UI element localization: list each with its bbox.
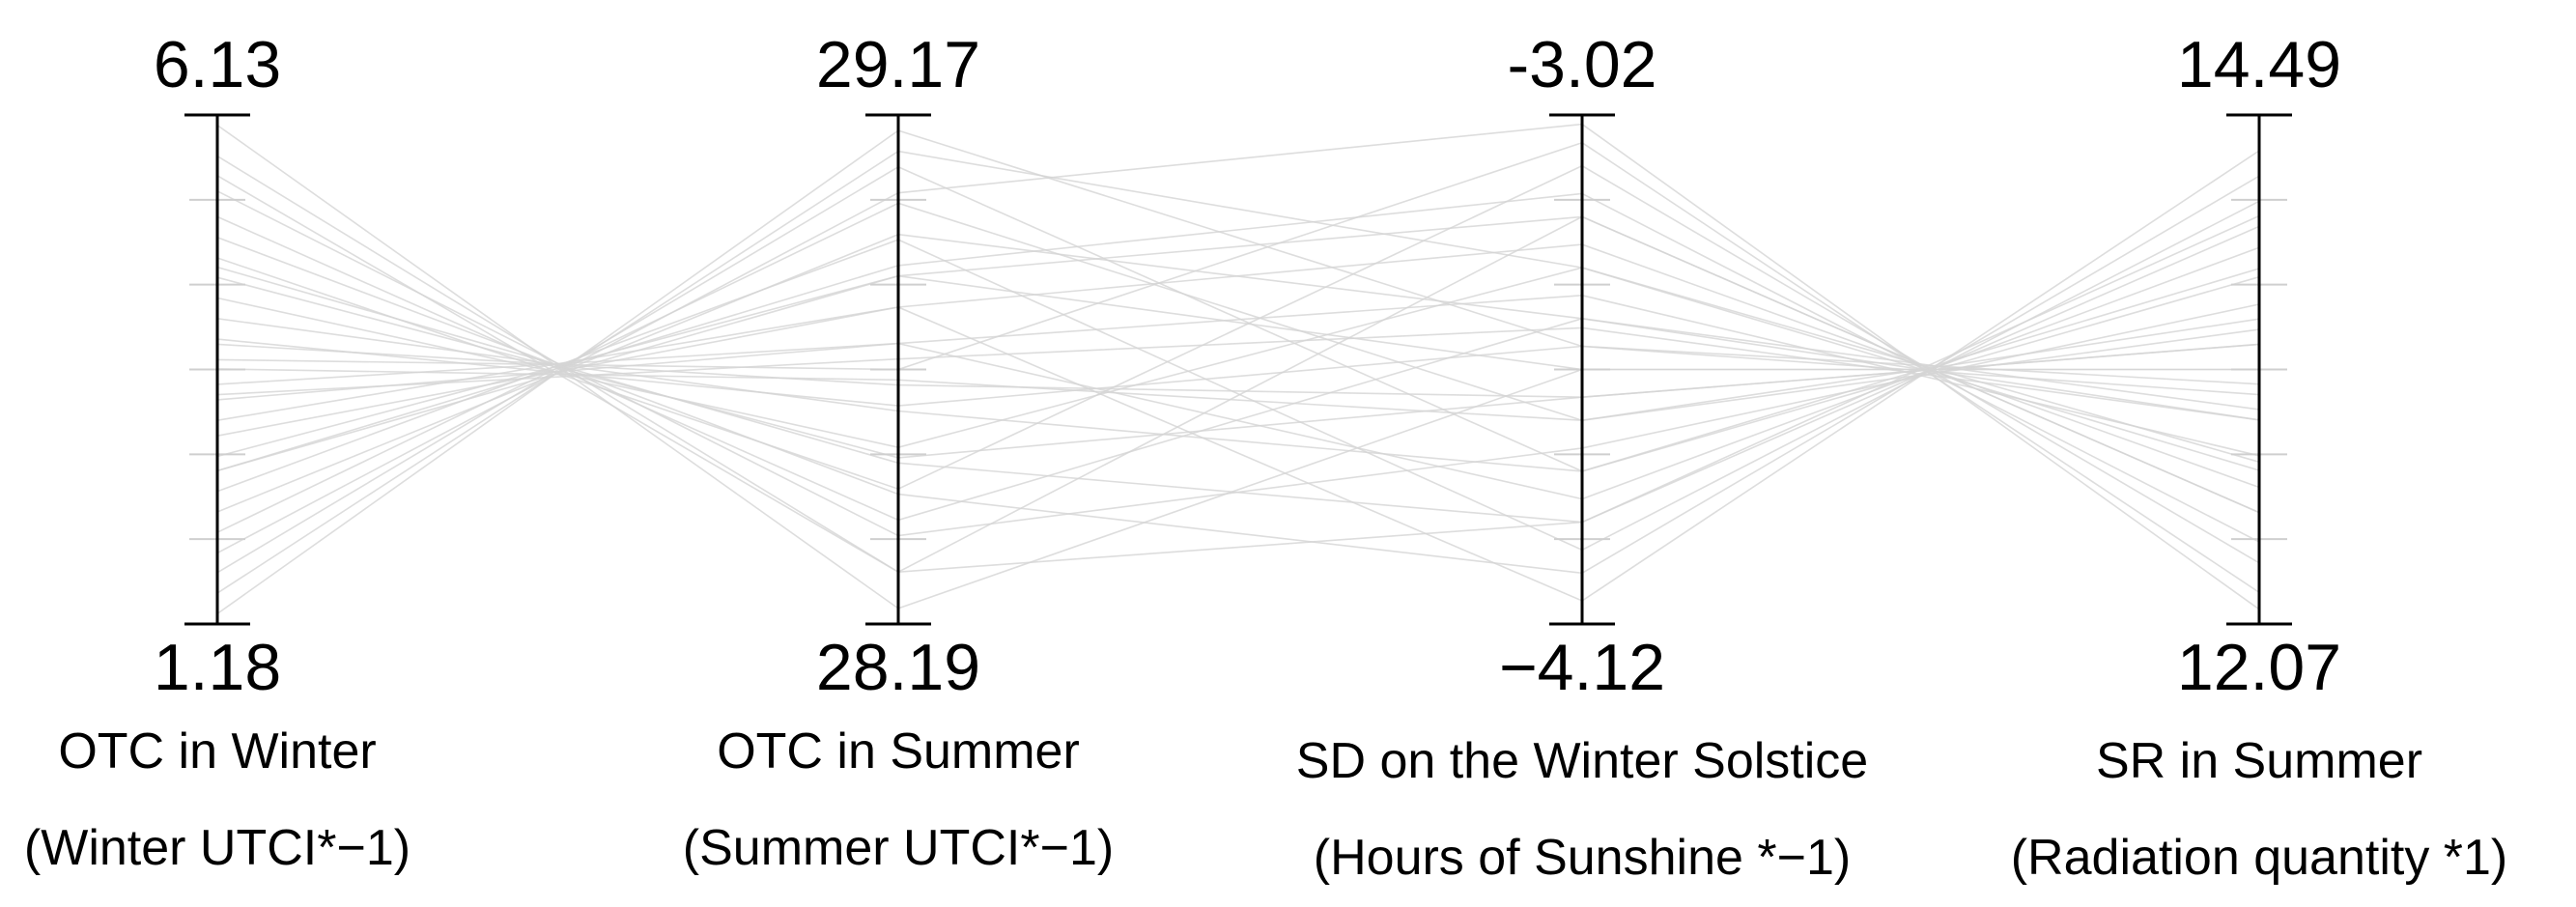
axis-title: SR in Summer [2096,733,2422,789]
axis-min-label: 12.07 [2177,631,2341,704]
axis-max-label: 14.49 [2177,28,2341,101]
axis-min-label: −4.12 [1499,631,1665,704]
axis-subtitle: (Winter UTCI*−1) [24,820,410,876]
axis-min-label: 1.18 [154,631,281,704]
data-line [216,129,2260,615]
data-line [216,326,2260,421]
axis-max-label: -3.02 [1508,28,1657,101]
axis-subtitle: (Radiation quantity *1) [2011,830,2508,886]
axis-title: OTC in Summer [717,723,1080,779]
axis-max-label: 6.13 [154,28,281,101]
axis-max-label: 29.17 [816,28,980,101]
axis-title: OTC in Winter [58,723,376,779]
axis-layer: 6.13 1.18 OTC in Winter (Winter UTCI*−1) 29.… [24,28,2507,886]
line-layer [216,123,2260,615]
data-line [216,215,2260,514]
data-line [216,202,2260,533]
data-line [216,214,2260,524]
axis-subtitle: (Hours of Sunshine *−1) [1314,830,1851,886]
axis-min-label: 28.19 [816,631,980,704]
axis-title: SD on the Winter Solstice [1296,733,1868,789]
axis-subtitle: (Summer UTCI*−1) [683,820,1114,876]
